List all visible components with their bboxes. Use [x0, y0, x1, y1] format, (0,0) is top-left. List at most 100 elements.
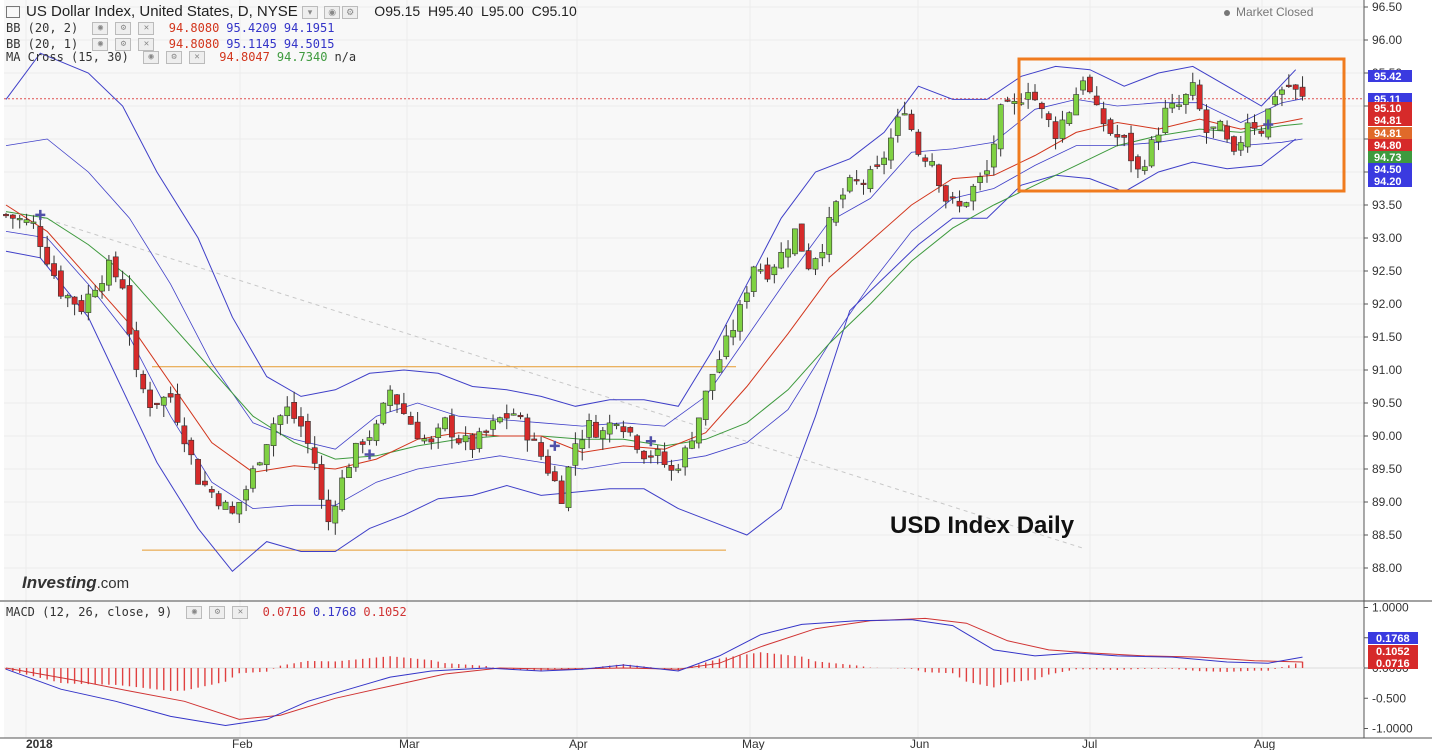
candle — [1272, 91, 1278, 107]
candle-down — [208, 489, 215, 493]
instrument-title[interactable]: US Dollar Index, United States, D, NYSE — [26, 3, 298, 20]
candle-up — [826, 217, 833, 255]
candle — [311, 436, 318, 470]
candle-up — [16, 218, 23, 221]
candle — [1148, 136, 1155, 168]
gear-icon[interactable]: ⚙ — [115, 38, 132, 51]
candle — [819, 243, 826, 267]
chart-header: US Dollar Index, United States, D, NYSE … — [6, 3, 577, 20]
candle — [400, 392, 407, 415]
ma-cross-marker — [364, 449, 375, 460]
candle-up — [1011, 100, 1018, 104]
candle — [1258, 126, 1265, 137]
candle — [778, 242, 785, 270]
eye-icon[interactable]: ◉ — [92, 38, 109, 51]
price-badge: 94.81 — [1368, 127, 1412, 140]
x-tick-label: Feb — [232, 737, 253, 750]
candle-down — [291, 402, 298, 419]
macd-y-tick-label: -0.500 — [1372, 691, 1406, 705]
candle-up — [984, 170, 990, 175]
candle — [894, 108, 901, 143]
low-value: 95.00 — [488, 3, 524, 19]
gear-icon[interactable]: ⚙ — [209, 606, 226, 619]
candle-up — [23, 219, 30, 223]
candle-up — [730, 330, 737, 338]
candle — [565, 465, 572, 512]
gear-icon[interactable]: ⚙ — [166, 51, 183, 64]
candle-up — [990, 143, 997, 168]
candle-down — [147, 389, 153, 408]
candle — [1244, 113, 1251, 153]
candle-down — [140, 373, 147, 390]
candle-down — [922, 157, 929, 162]
price-badge: 94.80 — [1368, 139, 1412, 152]
candle — [888, 128, 894, 169]
candle — [497, 416, 503, 424]
close-icon[interactable]: ✕ — [138, 38, 155, 51]
candle — [647, 450, 654, 464]
candle-up — [750, 266, 757, 292]
candle-down — [1121, 134, 1128, 138]
candle — [44, 235, 51, 267]
candle-down — [154, 402, 160, 405]
price-badge-label: 94.73 — [1374, 152, 1402, 164]
candle-up — [586, 420, 592, 438]
candle-up — [435, 427, 442, 438]
candle-up — [352, 442, 359, 468]
eye-icon[interactable]: ◉ — [92, 22, 109, 35]
candle-down — [112, 256, 119, 278]
collapse-icon[interactable] — [6, 6, 20, 19]
candle-up — [1279, 89, 1285, 95]
gear-icon[interactable]: ⚙ — [342, 5, 359, 19]
candle — [709, 373, 716, 400]
eye-icon[interactable]: ◉ — [324, 5, 341, 19]
candle — [250, 465, 256, 493]
x-tick-label: Apr — [569, 737, 588, 750]
candle-up — [709, 373, 716, 391]
eye-icon[interactable]: ◉ — [143, 51, 160, 64]
candle — [1025, 82, 1032, 109]
candle-down — [1299, 86, 1306, 97]
y-tick-label: 89.50 — [1372, 462, 1402, 476]
candle — [1217, 119, 1224, 131]
candle-down — [3, 213, 9, 217]
candle — [1285, 74, 1292, 88]
gear-icon[interactable]: ⚙ — [115, 22, 132, 35]
eye-icon[interactable]: ◉ — [186, 606, 203, 619]
candle — [613, 422, 620, 430]
candle-up — [812, 258, 819, 270]
candle-up — [778, 251, 785, 269]
price-badge-label: 94.80 — [1374, 140, 1402, 152]
candle-up — [791, 228, 798, 255]
candle — [867, 165, 874, 193]
close-icon[interactable]: ✕ — [189, 51, 206, 64]
price-badge-bg — [1368, 127, 1412, 139]
candle — [620, 420, 627, 439]
candle — [874, 155, 881, 170]
candle-down — [126, 285, 133, 335]
close-icon[interactable]: ✕ — [232, 606, 249, 619]
candle-up — [579, 439, 586, 449]
candle — [510, 408, 517, 416]
candle-down — [517, 414, 524, 418]
candle-up — [757, 269, 764, 272]
candle-up — [106, 259, 112, 286]
close-icon[interactable]: ✕ — [138, 22, 155, 35]
candle — [414, 411, 421, 440]
candle — [1203, 104, 1210, 144]
candle-up — [613, 423, 620, 427]
chevron-down-icon[interactable]: ▾ — [301, 5, 318, 19]
candle — [682, 445, 689, 476]
candle — [1107, 117, 1114, 136]
candle-down — [798, 223, 805, 252]
candle — [380, 402, 387, 426]
candle-down — [394, 394, 400, 405]
candle-down — [627, 427, 634, 433]
candle-up — [888, 137, 894, 161]
candle-down — [44, 246, 51, 265]
candle-down — [1135, 156, 1141, 170]
y-tick-label: 92.50 — [1372, 264, 1402, 278]
y-tick-label: 92.00 — [1372, 297, 1402, 311]
candle-up — [894, 116, 901, 136]
candle — [634, 434, 641, 454]
